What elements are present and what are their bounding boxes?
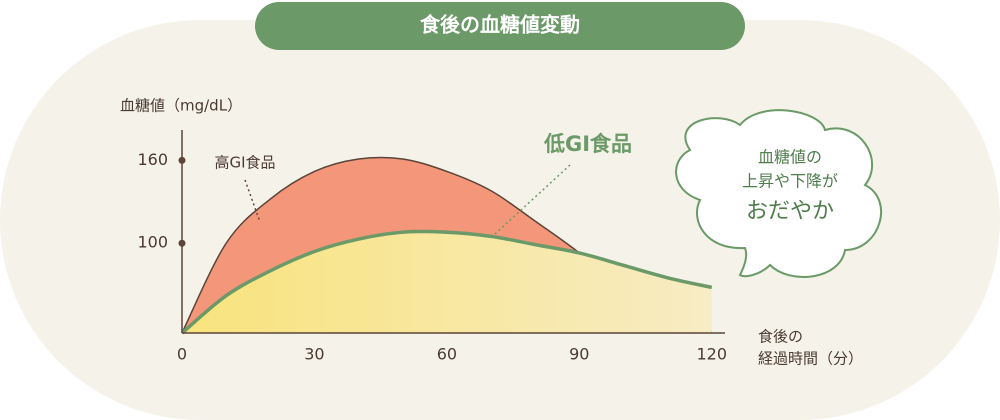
x-axis-label: 食後の <box>758 328 803 346</box>
x-tick-label: 0 <box>177 345 187 364</box>
x-tick-label: 60 <box>437 345 457 364</box>
x-axis-label: 経過時間（分） <box>758 350 863 368</box>
series-label: 高GI食品 <box>214 154 275 172</box>
series-label: 低GI食品 <box>543 132 632 156</box>
chart-title: 食後の血糖値変動 <box>420 13 580 37</box>
y-tick <box>178 156 186 164</box>
callout-text: 血糖値の <box>758 148 822 167</box>
x-tick-label: 90 <box>569 345 589 364</box>
leader <box>494 164 571 235</box>
callout-text: おだやか <box>746 199 834 224</box>
line <box>180 229 713 335</box>
y-axis-label: 血糖値（mg/dL） <box>120 97 242 115</box>
y-tick <box>178 239 186 247</box>
callout-text: 上昇や下降が <box>742 172 838 191</box>
title-pill <box>255 2 745 50</box>
y-tick-label: 100 <box>137 233 168 252</box>
area <box>182 231 712 333</box>
x-tick-label: 120 <box>696 345 727 364</box>
callout-bubble <box>675 109 883 278</box>
y-tick-label: 160 <box>137 150 168 169</box>
plot: 100 160 0 30 60 90 120 高GI食品 低GI食品 <box>137 130 727 364</box>
x-tick-label: 30 <box>304 345 324 364</box>
